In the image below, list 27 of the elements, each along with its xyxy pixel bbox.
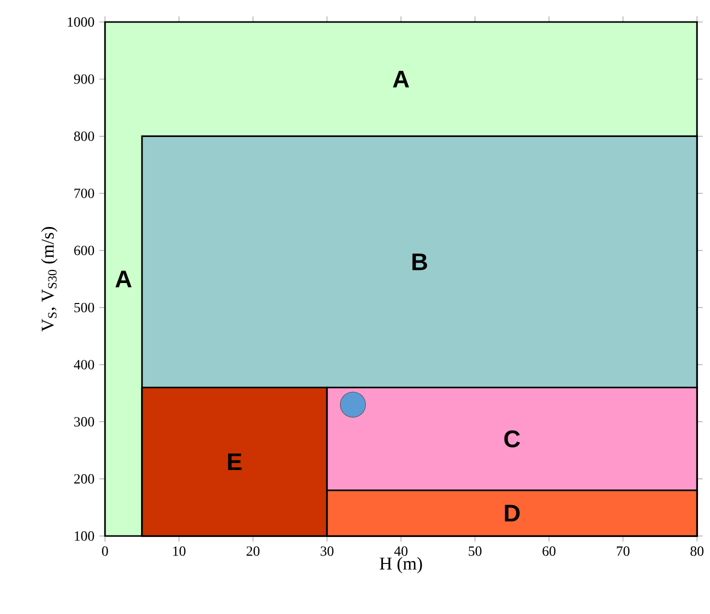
annotation: A — [115, 270, 132, 288]
x-tick-label: 20 — [246, 546, 260, 556]
y-tick-label: 100 — [74, 531, 94, 541]
x-tick-label: 60 — [542, 546, 556, 556]
y-tick-label: 600 — [74, 246, 94, 256]
x-tick-label: 10 — [173, 546, 186, 556]
y-tick-label: 400 — [74, 360, 94, 370]
y-tick-label: 700 — [74, 188, 94, 198]
x-tick-label: 70 — [616, 546, 630, 556]
y-axis-title: V$_{S}$, V$_{S30}$ (m/s) — [41, 227, 58, 332]
series-label: C — [504, 430, 520, 448]
x-tick-label: 30 — [320, 546, 334, 556]
y-tick-label: 800 — [74, 132, 94, 141]
x-axis-title: H (m) — [380, 557, 422, 574]
series-label: D — [504, 504, 520, 522]
x-tick-label: 0 — [102, 546, 108, 556]
x-tick-label: 40 — [394, 546, 408, 556]
y-tick-label: 900 — [74, 74, 94, 84]
x-tick-label: 50 — [468, 546, 482, 556]
series-label: A — [392, 70, 410, 88]
y-tick-label: 300 — [74, 417, 94, 427]
x-tick-label: 80 — [690, 546, 704, 556]
series-label: E — [228, 453, 242, 470]
y-tick-label: 1000 — [68, 17, 94, 27]
series-label: B — [412, 254, 428, 270]
y-tick-label: 500 — [74, 302, 94, 312]
y-tick-label: 200 — [74, 474, 94, 484]
